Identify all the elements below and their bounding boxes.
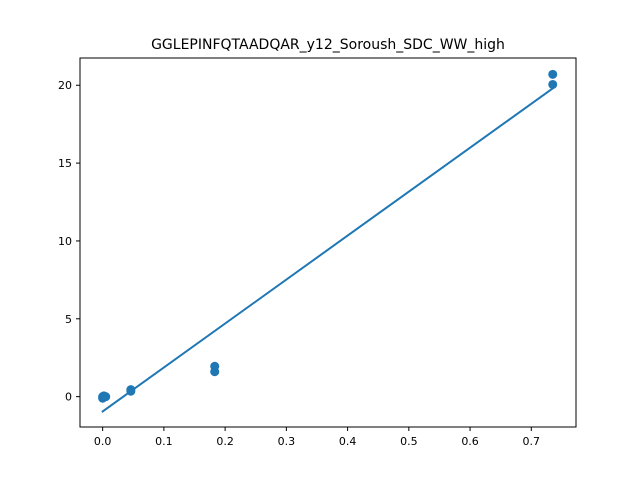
- y-tick-label: 0: [65, 391, 72, 404]
- data-points-layer: [98, 69, 558, 403]
- data-point: [126, 385, 136, 395]
- y-tick-label: 15: [58, 157, 72, 170]
- y-axis-ticks: 0 5 10 15 20: [58, 79, 80, 404]
- data-point: [101, 392, 111, 402]
- axes-layer: [79, 57, 577, 428]
- x-tick-label: 0.3: [278, 435, 296, 448]
- plot-frame: [79, 57, 577, 428]
- fit-line-layer: [101, 86, 555, 413]
- data-point: [548, 79, 558, 89]
- y-tick-label: 10: [58, 235, 72, 248]
- x-tick-label: 0.1: [155, 435, 173, 448]
- y-tick-label: 5: [65, 313, 72, 326]
- x-tick-label: 0.4: [339, 435, 357, 448]
- x-axis-ticks: 0.0 0.1 0.2 0.3 0.4 0.5 0.6 0.7: [94, 427, 540, 448]
- x-tick-label: 0.2: [216, 435, 234, 448]
- chart-title: GGLEPINFQTAADQAR_y12_Soroush_SDC_WW_high: [151, 37, 505, 53]
- x-tick-label: 0.6: [461, 435, 479, 448]
- x-tick-label: 0.7: [523, 435, 541, 448]
- data-point: [210, 361, 220, 371]
- fit-line: [101, 86, 555, 413]
- y-tick-label: 20: [58, 79, 72, 92]
- x-tick-label: 0.0: [94, 435, 112, 448]
- x-tick-label: 0.5: [400, 435, 418, 448]
- data-point: [548, 69, 558, 79]
